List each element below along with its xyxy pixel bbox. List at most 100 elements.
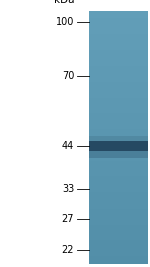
Bar xyxy=(89,149,148,150)
Bar xyxy=(89,194,148,195)
Bar xyxy=(89,246,148,247)
Bar xyxy=(89,238,148,239)
Text: 100: 100 xyxy=(56,17,74,27)
Bar xyxy=(89,36,148,37)
Bar xyxy=(89,244,148,245)
Bar xyxy=(89,33,148,34)
Bar xyxy=(89,147,148,148)
Bar xyxy=(89,81,148,82)
Bar xyxy=(89,48,148,49)
Bar xyxy=(89,103,148,104)
Bar xyxy=(89,172,148,173)
Bar xyxy=(89,136,148,137)
Bar xyxy=(89,99,148,100)
Bar xyxy=(89,98,148,99)
Bar xyxy=(89,188,148,189)
Bar xyxy=(89,203,148,204)
Bar xyxy=(89,233,148,234)
Bar xyxy=(89,163,148,164)
Bar xyxy=(89,220,148,221)
Bar xyxy=(89,90,148,91)
Bar xyxy=(89,127,148,128)
Bar xyxy=(89,169,148,170)
Bar xyxy=(89,30,148,31)
Bar xyxy=(89,152,148,153)
Bar xyxy=(89,117,148,118)
Bar xyxy=(89,28,148,29)
Bar xyxy=(89,257,148,258)
Bar xyxy=(89,176,148,177)
Bar xyxy=(89,56,148,57)
Bar xyxy=(89,97,148,98)
Bar xyxy=(89,119,148,120)
Bar xyxy=(89,57,148,58)
Bar xyxy=(89,191,148,192)
Bar xyxy=(89,45,148,46)
Bar xyxy=(89,101,148,102)
Bar xyxy=(89,248,148,249)
Bar xyxy=(89,78,148,79)
Bar xyxy=(89,35,148,36)
Bar xyxy=(89,177,148,178)
Bar xyxy=(89,211,148,212)
Bar xyxy=(89,219,148,220)
Bar xyxy=(89,114,148,115)
Bar xyxy=(89,49,148,50)
Bar xyxy=(89,237,148,238)
Bar xyxy=(89,15,148,16)
Bar xyxy=(89,250,148,251)
Bar xyxy=(89,162,148,163)
Bar xyxy=(89,256,148,257)
Bar xyxy=(89,209,148,210)
Bar xyxy=(89,12,148,13)
Bar xyxy=(89,104,148,105)
Bar xyxy=(89,72,148,73)
Bar xyxy=(89,118,148,119)
Bar xyxy=(89,198,148,199)
Bar xyxy=(89,240,148,241)
Bar xyxy=(89,23,148,24)
Text: 44: 44 xyxy=(62,141,74,151)
Bar xyxy=(89,252,148,253)
Bar xyxy=(89,223,148,224)
Bar xyxy=(89,47,148,48)
Bar xyxy=(89,77,148,78)
Bar xyxy=(89,18,148,19)
Text: 22: 22 xyxy=(62,245,74,255)
Bar xyxy=(89,145,148,146)
Bar xyxy=(89,63,148,64)
Bar xyxy=(89,131,148,132)
Bar xyxy=(89,197,148,198)
Bar xyxy=(89,254,148,255)
Bar xyxy=(89,29,148,30)
Bar xyxy=(89,113,148,114)
Bar xyxy=(89,205,148,206)
Bar xyxy=(89,75,148,76)
Bar xyxy=(89,143,148,144)
Bar xyxy=(89,195,148,196)
Bar xyxy=(89,141,148,142)
Bar xyxy=(89,32,148,33)
Bar xyxy=(89,178,148,179)
Bar xyxy=(89,138,148,139)
Bar xyxy=(89,102,148,103)
Bar xyxy=(89,65,148,66)
Bar xyxy=(89,192,148,193)
Bar xyxy=(89,24,148,25)
Bar xyxy=(89,134,148,135)
Bar xyxy=(89,106,148,107)
Bar xyxy=(89,16,148,17)
Bar xyxy=(89,200,148,201)
Bar xyxy=(89,67,148,68)
Bar xyxy=(89,166,148,167)
Text: kDa: kDa xyxy=(54,0,74,5)
Bar xyxy=(89,245,148,246)
Bar xyxy=(89,123,148,124)
Bar xyxy=(89,215,148,216)
Bar xyxy=(89,221,148,222)
Bar xyxy=(89,19,148,20)
Text: 27: 27 xyxy=(62,214,74,224)
Bar xyxy=(89,83,148,84)
Bar xyxy=(89,150,148,151)
Bar xyxy=(89,13,148,14)
